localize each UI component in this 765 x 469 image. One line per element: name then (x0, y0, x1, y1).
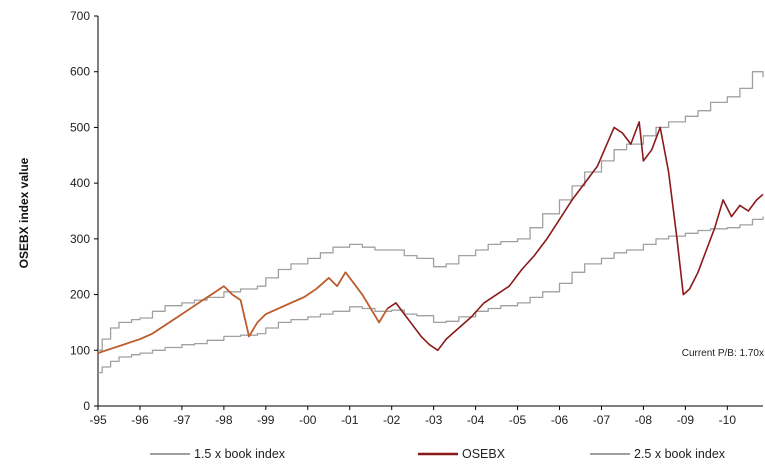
y-tick-label: 200 (70, 288, 90, 302)
x-tick-label: -05 (509, 413, 527, 427)
x-tick-label: -98 (215, 413, 233, 427)
series-line-osebx-early-segment (97, 271, 389, 354)
y-tick-label: 0 (83, 399, 90, 413)
x-tick-label: -03 (425, 413, 443, 427)
y-tick-label: 600 (70, 65, 90, 79)
y-tick-label: 500 (70, 120, 90, 134)
series-line-osebx (97, 121, 764, 354)
x-tick-label: -10 (719, 413, 737, 427)
axes: 0 100 200 300 400 500 600 700 -95 -96 -97 -98 -99 -00… (70, 9, 763, 427)
y-axis-title: OSEBX index value (17, 157, 31, 268)
legend-label-osebx: OSEBX (462, 447, 506, 461)
x-tick-label: -02 (383, 413, 401, 427)
series-line-1-5-x-book-index (98, 216, 764, 374)
current-pb-annotation: Current P/B: 1.70x (682, 348, 764, 359)
x-tick-label: -09 (677, 413, 695, 427)
x-tick-label: -01 (341, 413, 359, 427)
legend-label-1-5-x-book-index: 1.5 x book index (194, 447, 286, 461)
series-line-2-5-x-book-index (98, 71, 764, 351)
x-tick-label: -04 (467, 413, 485, 427)
y-tick-label: 400 (70, 176, 90, 190)
legend-label-2-5-x-book-index: 2.5 x book index (634, 447, 726, 461)
x-tick-label: -08 (635, 413, 653, 427)
y-tick-label: 100 (70, 343, 90, 357)
x-tick-label: -07 (593, 413, 611, 427)
x-tick-label: -00 (299, 413, 317, 427)
series-layer (97, 71, 764, 374)
x-tick-label: -96 (131, 413, 149, 427)
x-tick-label: -99 (257, 413, 275, 427)
x-tick-label: -95 (89, 413, 107, 427)
y-tick-label: 300 (70, 232, 90, 246)
legend: 1.5 x book index OSEBX 2.5 x book index (150, 447, 726, 461)
y-tick-label: 700 (70, 9, 90, 23)
x-tick-label: -06 (551, 413, 569, 427)
x-tick-label: -97 (173, 413, 191, 427)
